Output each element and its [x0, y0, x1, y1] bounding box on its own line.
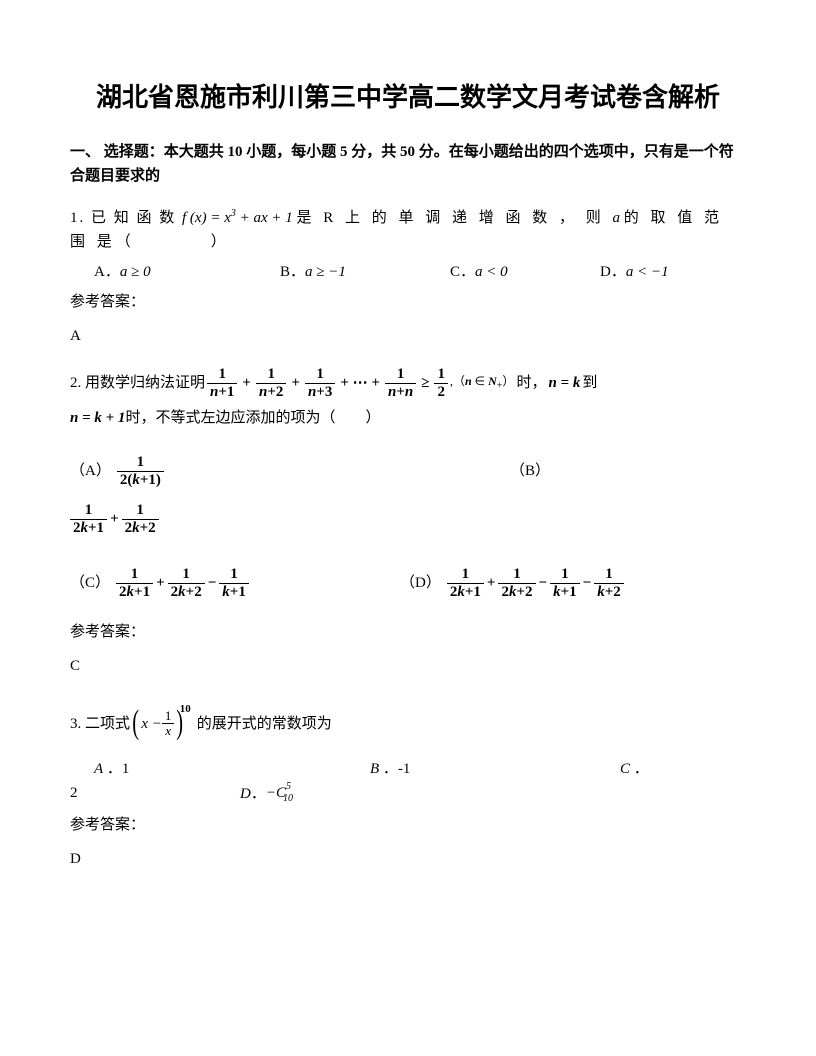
q2-line2: n = k + 1 时，不等式左边应添加的项为（ ） — [70, 406, 746, 430]
q3-answer: D — [70, 847, 746, 871]
plus-icon: + — [107, 507, 122, 531]
q1-optA-label: A． — [94, 260, 120, 284]
page-title: 湖北省恩施市利川第三中学高二数学文月考试卷含解析 — [70, 80, 746, 116]
question-2: 2. 用数学归纳法证明 1n+1 + 1n+2 + 1n+3 + ⋯ + 1n+… — [70, 366, 746, 400]
plus-icon: + ⋯ + — [337, 371, 383, 395]
q2-d-f1: 12k+1 — [447, 566, 484, 600]
q2-d-f3: 1k+1 — [550, 566, 580, 600]
q2-D-label: （D） — [400, 571, 441, 595]
q2-frac1: 1n+1 — [207, 366, 237, 400]
q1-var: a — [613, 210, 621, 226]
q1-formula: f (x) = x3 + ax + 1 — [182, 210, 293, 226]
plus-icon: + — [484, 571, 499, 595]
q3-D-expr: −C510 — [266, 781, 301, 807]
q3-B: ．-1 — [383, 761, 411, 777]
q2-answer: C — [70, 654, 746, 678]
q1-optC-label: C． — [450, 260, 475, 284]
q3-D-lbl: D — [240, 782, 251, 806]
q2-d-f4: 1k+2 — [594, 566, 624, 600]
q2-b-f1: 12k+1 — [70, 502, 107, 536]
q2-c-f3: 1k+1 — [219, 566, 249, 600]
q3-D: ． — [251, 782, 266, 806]
q1-optB-label: B． — [280, 260, 305, 284]
question-3: 3. 二项式 ( x − 1x ) 10 的展开式的常数项为 — [70, 696, 746, 750]
q3-stem-b: 的展开式的常数项为 — [197, 712, 332, 736]
q2-frac3: 1n+3 — [305, 366, 335, 400]
q1-optB: a ≥ −1 — [305, 260, 346, 284]
q3-answer-label: 参考答案： — [70, 813, 746, 837]
q2-stem-b: 时， — [516, 371, 546, 395]
q3-options: A ．1 B ．-1 C ． — [70, 757, 746, 781]
q3-C-val: 2 — [70, 785, 78, 801]
minus-icon: − — [580, 571, 595, 595]
q2-nk1: n = k + 1 — [70, 406, 125, 430]
q2-d-f2: 12k+2 — [498, 566, 535, 600]
q2-row-cd: （C） 12k+1 + 12k+2 − 1k+1 （D） 12k+1 + 12k… — [70, 566, 746, 600]
ge-icon: ≥ — [418, 371, 432, 395]
q2-c-f2: 12k+2 — [168, 566, 205, 600]
q2-cond: ,（n ∈ N+） — [450, 372, 514, 394]
q3-stem-a: 3. 二项式 — [70, 712, 130, 736]
q3-A-lbl: A — [94, 761, 103, 777]
minus-icon: − — [205, 571, 220, 595]
q2-answer-label: 参考答案： — [70, 620, 746, 644]
q2-B-label: （B） — [510, 459, 550, 483]
q1-options: A． a ≥ 0 B． a ≥ −1 C． a < 0 D． a < −1 — [70, 260, 746, 284]
minus-icon: − — [536, 571, 551, 595]
q2-half: 12 — [434, 366, 448, 400]
q2-C-label: （C） — [70, 571, 110, 595]
q2-stem-a: 2. 用数学归纳法证明 — [70, 371, 205, 395]
q1-answer: A — [70, 324, 746, 348]
plus-icon: + — [153, 571, 168, 595]
q1-optC: a < 0 — [475, 260, 508, 284]
q2-nk: n = k — [548, 371, 580, 395]
plus-icon: + — [239, 371, 254, 395]
q2-b-f2: 12k+2 — [122, 502, 159, 536]
q1-stem-b: 是 R 上 的 单 调 递 增 函 数 ， 则 — [297, 210, 613, 226]
q2-frac2: 1n+2 — [256, 366, 286, 400]
q1-answer-label: 参考答案： — [70, 290, 746, 314]
q3-binom: ( x − 1x ) 10 — [130, 696, 197, 750]
q2-optA-frac: 12(k+1) — [117, 454, 164, 488]
section-heading: 一、 选择题：本大题共 10 小题，每小题 5 分，共 50 分。在每小题给出的… — [70, 140, 746, 188]
q3-A: ．1 — [107, 761, 130, 777]
q2-stem-d: 时，不等式左边应添加的项为（ ） — [125, 406, 380, 430]
q3-options-2: 2 D ． −C510 — [70, 781, 746, 807]
q1-optA: a ≥ 0 — [120, 260, 151, 284]
q2-c-f1: 12k+1 — [116, 566, 153, 600]
q3-C: ． — [634, 761, 649, 777]
q3-C-lbl: C — [620, 761, 630, 777]
q1-optD: a < −1 — [626, 260, 669, 284]
question-1: 1. 已 知 函 数 f (x) = x3 + ax + 1 是 R 上 的 单… — [70, 206, 746, 254]
q2-optB-expr: 12k+1 + 12k+2 — [70, 502, 746, 536]
q1-stem-a: 1. 已 知 函 数 — [70, 210, 182, 226]
q2-fracn: 1n+n — [385, 366, 416, 400]
q2-A-label: （A） — [70, 459, 111, 483]
plus-icon: + — [288, 371, 303, 395]
q1-optD-label: D． — [600, 260, 626, 284]
q3-B-lbl: B — [370, 761, 379, 777]
q2-stem-c: 到 — [582, 371, 597, 395]
q2-row-ab: （A） 12(k+1) （B） — [70, 454, 746, 488]
